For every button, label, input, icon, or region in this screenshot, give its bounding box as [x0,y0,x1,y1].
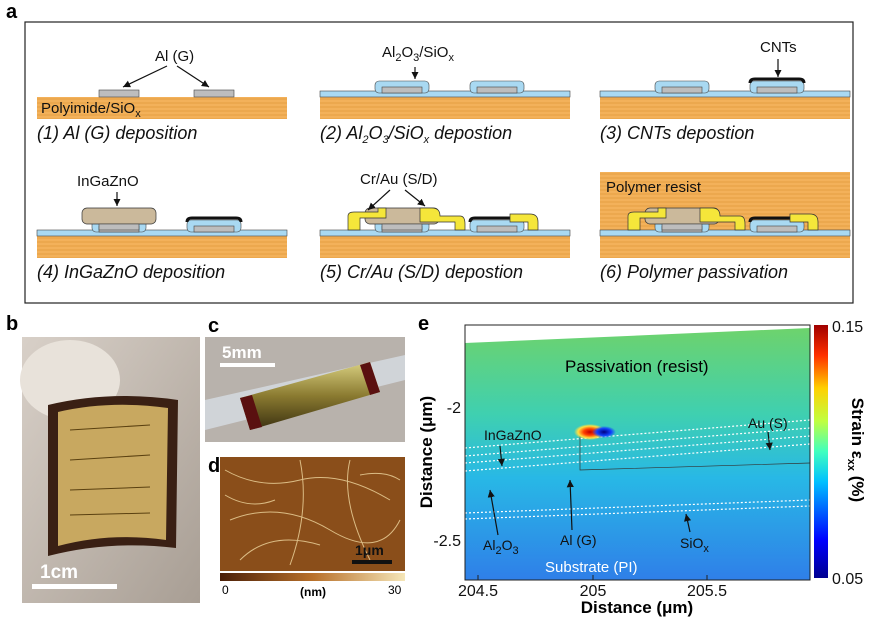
step-2: Al2O3/SiOx [320,44,570,119]
afm-image: 1μm 0 (nm) 30 [220,457,405,599]
caption: (5) Cr/Au (S/D) depostion [320,262,523,282]
colorbar-max: 30 [388,583,402,597]
photo-c: 5mm [205,337,405,442]
label: InGaZnO [77,173,139,190]
figure: a Al (G) Polyimide/SiOx (1) Al (G) depos… [0,0,872,619]
annotation: InGaZnO [484,427,542,443]
panel-label: b [6,313,18,335]
text-part: Strain ε [848,398,867,459]
annotation: Al (G) [560,532,597,548]
scale-bar-label: 5mm [222,343,262,362]
annotation: Passivation (resist) [565,357,709,376]
step-6: Polymer resist [600,172,850,258]
text-part: Al [483,537,495,553]
panel-label: c [208,315,219,337]
text-part: x [135,108,141,120]
step-4: InGaZnO [37,173,287,258]
annotation: Substrate (PI) [545,559,638,576]
text-part: Al [382,44,395,61]
text-part: xx [845,459,857,472]
label: Al2O3/SiOx [382,44,454,64]
y-axis: -2 -2.5 Distance (μm) [417,396,461,550]
photo-b: 1cm [20,337,200,603]
step-5: Cr/Au (S/D) [320,171,570,258]
caption: (1) Al (G) deposition [37,123,197,143]
caption: (2) Al2O3/SiOx depostion [320,123,512,146]
label: Al (G) [155,48,194,65]
panel-label: d [208,455,220,477]
text-part: 3 [512,545,518,557]
y-tick-label: -2.5 [433,533,461,550]
colorbar-unit: (nm) [300,585,326,599]
text-part: O [401,44,413,61]
panel-a-frame [25,22,853,303]
text-part: /SiO [387,123,424,143]
scale-bar-label: 1μm [355,542,384,558]
text-part: 2 [361,134,368,146]
label: Cr/Au (S/D) [360,171,438,188]
x-axis-label: Distance (μm) [581,598,693,617]
colorbar-tick-label: 0.05 [832,571,863,588]
caption: (6) Polymer passivation [600,262,788,282]
colorbar-label: Strain εxx (%) [845,398,867,502]
step-1: Al (G) Polyimide/SiOx [37,48,287,120]
text-part: x [448,52,454,64]
step-3: CNTs [600,39,850,119]
text-part: depostion [429,123,512,143]
text-part: O [368,123,382,143]
text-part: /SiO [419,44,448,61]
colorbar: 0.15 0.05 Strain εxx (%) [814,319,867,588]
text-part: x [703,543,709,555]
caption: (4) InGaZnO deposition [37,262,225,282]
colorbar-min: 0 [222,583,229,597]
text-part: Polyimide/SiO [41,100,135,117]
y-axis-label: Distance (μm) [417,396,436,508]
text-part: (%) [848,471,867,502]
label: CNTs [760,39,797,56]
text-part: (2) Al [320,123,363,143]
colorbar-tick-label: 0.15 [832,319,863,336]
label: Polymer resist [606,179,702,196]
annotation: Au (S) [748,415,788,431]
strain-map: Passivation (resist) InGaZnO Au (S) Al2O… [465,325,810,580]
text-part: O [502,537,513,553]
scale-bar-label: 1cm [40,562,78,583]
x-tick-label: 204.5 [458,583,498,600]
caption: (3) CNTs depostion [600,123,754,143]
text-part: SiO [680,535,703,551]
x-axis: 204.5 205 205.5 Distance (μm) [458,575,727,617]
y-tick-label: -2 [447,400,461,417]
panel-label: a [6,1,18,23]
panel-label: e [418,313,429,335]
